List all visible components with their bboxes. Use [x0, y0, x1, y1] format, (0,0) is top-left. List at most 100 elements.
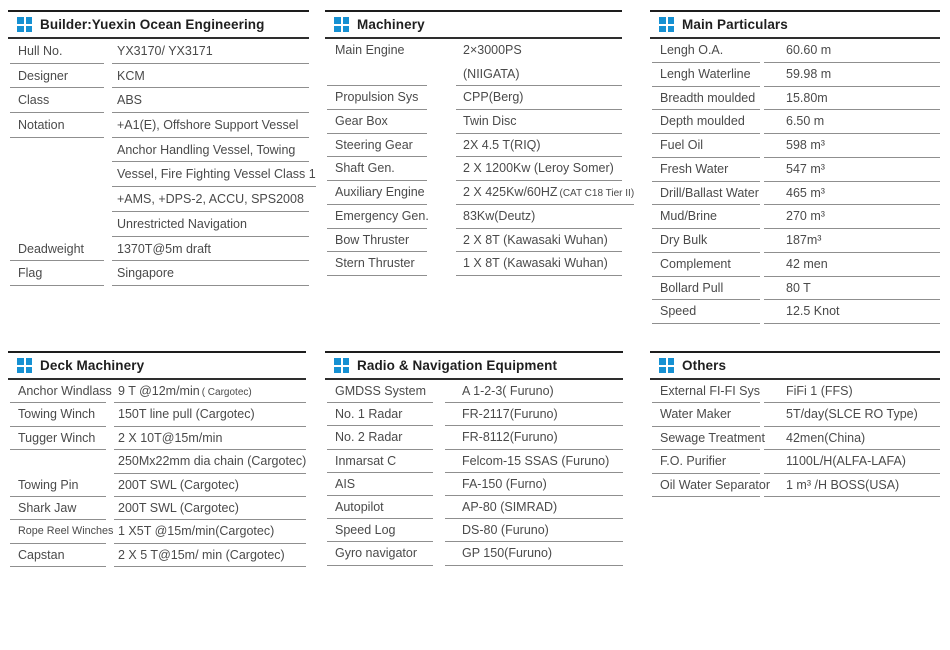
spec-label: Stern Thruster: [327, 252, 427, 276]
spec-row: Anchor Windlass 9 T @12m/min( Cargotec): [10, 380, 306, 404]
spec-row: Autopilot AP-80 (SIMRAD): [327, 496, 623, 520]
spec-label: No. 1 Radar: [327, 403, 433, 427]
spec-row: Speed 12.5 Knot: [652, 300, 940, 324]
spec-value-text: 9 T @12m/min: [118, 384, 200, 398]
spec-rows: Main Engine 2×3000PS (NIIGATA) Propulsion S…: [325, 39, 635, 276]
spec-value-text: FR-8112(Furuno): [462, 430, 558, 445]
spec-value-text: 5T/day(SLCE RO Type): [786, 407, 918, 422]
spec-value: 200T SWL (Cargotec): [114, 497, 306, 521]
spec-label: Autopilot: [327, 496, 433, 520]
spec-row: Emergency Gen. 83Kw(Deutz): [327, 205, 622, 229]
spec-value-text: CPP(Berg): [463, 90, 524, 105]
spec-value-text: Unrestricted Navigation: [117, 216, 247, 231]
panel-header: Main Particulars: [650, 12, 940, 39]
spec-label: Class: [10, 88, 104, 114]
spec-rows: Hull No. YX3170/ YX3171 Designer KCM Class AB…: [8, 39, 316, 286]
spec-row: GMDSS System A 1-2-3( Furuno): [327, 380, 623, 404]
spec-row: Capstan 2 X 5 T@15m/ min (Cargotec): [10, 544, 306, 568]
spec-value-text: 1100L/H(ALFA-LAFA): [786, 454, 906, 469]
grid-icon: [659, 17, 674, 32]
spec-value-text: 250Mx22mm dia chain (Cargotec): [118, 454, 307, 469]
spec-value: 6.50 m: [764, 110, 940, 134]
spec-value: 2 X 425Kw/60HZ (CAT C18 Tier II): [456, 181, 635, 205]
spec-value-text: 187m³: [786, 233, 822, 247]
spec-label: Main Engine: [327, 39, 427, 87]
spec-label: Gear Box: [327, 110, 427, 134]
spec-label: External FI-FI Sys: [652, 380, 760, 404]
spec-value: 2 X 5 T@15m/ min (Cargotec): [114, 544, 306, 568]
spec-value-text: 200T SWL (Cargotec): [118, 477, 239, 492]
spec-value-text: 2 X 10T@15m/min: [118, 430, 223, 445]
spec-value: AP-80 (SIMRAD): [445, 496, 623, 520]
spec-row: No. 2 Radar FR-8112(Furuno): [327, 426, 623, 450]
spec-label: Lengh O.A.: [652, 39, 760, 63]
spec-value-line: (NIIGATA): [463, 66, 520, 81]
spec-row: Hull No. YX3170/ YX3171: [10, 39, 309, 64]
spec-value-text: 59.98 m: [786, 66, 832, 81]
panel-title: Main Particulars: [682, 17, 788, 32]
spec-label: Inmarsat C: [327, 450, 433, 473]
spec-row: Propulsion Sys CPP(Berg): [327, 86, 622, 111]
spec-value: +AMS, +DPS-2, ACCU, SPS2008: [112, 187, 309, 212]
spec-value-text: 1 m³ /H BOSS(USA): [786, 477, 900, 492]
spec-value: Singapore: [112, 261, 309, 286]
spec-value: 1 X 8T (Kawasaki Wuhan): [456, 252, 622, 276]
spec-label: Flag: [10, 261, 104, 286]
spec-value-text: 2 X 1200Kw (Leroy Somer): [463, 161, 614, 176]
spec-label: Bow Thruster: [327, 229, 427, 253]
spec-value: 250Mx22mm dia chain (Cargotec): [114, 450, 307, 474]
spec-row: Depth moulded 6.50 m: [652, 110, 940, 134]
spec-row: Lengh Waterline 59.98 m: [652, 63, 940, 87]
spec-value-text: Twin Disc: [463, 114, 517, 129]
spec-value-text: 1370T@5m draft: [117, 241, 211, 256]
spec-value: 9 T @12m/min( Cargotec): [114, 380, 306, 404]
spec-row-continuation: +AMS, +DPS-2, ACCU, SPS2008: [10, 187, 309, 212]
spec-value: 42men(China): [764, 427, 940, 451]
panel-title: Radio & Navigation Equipment: [357, 358, 558, 373]
spec-value: Felcom-15 SSAS (Furuno): [445, 450, 623, 473]
spec-label: No. 2 Radar: [327, 426, 433, 450]
spec-rows: Lengh O.A. 60.60 m Lengh Waterline 59.98 m B…: [650, 39, 940, 324]
panel-header: Others: [650, 353, 940, 380]
spec-row: Drill/Ballast Water 465 m³: [652, 182, 940, 206]
spec-row: Steering Gear 2X 4.5 T(RIQ): [327, 134, 622, 158]
spec-row: AIS FA-150 (Furno): [327, 473, 623, 496]
spec-value-text: FiFi 1 (FFS): [786, 384, 853, 398]
spec-label: Drill/Ballast Water: [652, 182, 760, 206]
spec-label: Bollard Pull: [652, 277, 760, 301]
spec-label: Anchor Windlass: [10, 380, 112, 404]
spec-row: Gyro navigator GP 150(Furuno): [327, 542, 623, 566]
spec-value-note: (CAT C18 Tier II): [559, 188, 635, 200]
spec-row: Water Maker 5T/day(SLCE RO Type): [652, 403, 940, 427]
spec-label: Emergency Gen.: [327, 205, 429, 229]
spec-value: 12.5 Knot: [764, 300, 940, 324]
panel-others: Others External FI-FI Sys FiFi 1 (FFS) Wat…: [650, 351, 940, 497]
spec-value: 2 X 10T@15m/min: [114, 427, 306, 451]
grid-icon: [659, 358, 674, 373]
spec-row: Towing Pin 200T SWL (Cargotec): [10, 474, 306, 497]
spec-row: Inmarsat C Felcom-15 SSAS (Furuno): [327, 450, 623, 473]
spec-row: F.O. Purifier 1100L/H(ALFA-LAFA): [652, 450, 940, 474]
spec-value: 1100L/H(ALFA-LAFA): [764, 450, 940, 474]
panel-title: Machinery: [357, 17, 425, 32]
spec-label: Steering Gear: [327, 134, 427, 158]
spec-value: 2 X 1200Kw (Leroy Somer): [456, 157, 622, 182]
panel-main-particulars: Main Particulars Lengh O.A. 60.60 m Lengh …: [650, 10, 940, 324]
spec-label: Designer: [10, 64, 104, 89]
spec-value: 270 m³: [764, 205, 940, 229]
spec-value-text: AP-80 (SIMRAD): [462, 499, 558, 514]
spec-value: KCM: [112, 64, 309, 89]
spec-label: Water Maker: [652, 403, 760, 427]
spec-label: Depth moulded: [652, 110, 760, 134]
spec-label: Capstan: [10, 544, 106, 568]
spec-row: Lengh O.A. 60.60 m: [652, 39, 940, 63]
spec-value: CPP(Berg): [456, 86, 622, 111]
spec-row-continuation: 250Mx22mm dia chain (Cargotec): [10, 450, 307, 474]
spec-value-text: 598 m³: [786, 138, 825, 152]
spec-rows: GMDSS System A 1-2-3( Furuno) No. 1 Radar F…: [325, 380, 623, 566]
spec-value-text: YX3170/ YX3171: [117, 44, 213, 58]
spec-row: Class ABS: [10, 88, 309, 114]
spec-label: Tugger Winch: [10, 427, 106, 451]
spec-value-text: GP 150(Furuno): [462, 546, 553, 561]
